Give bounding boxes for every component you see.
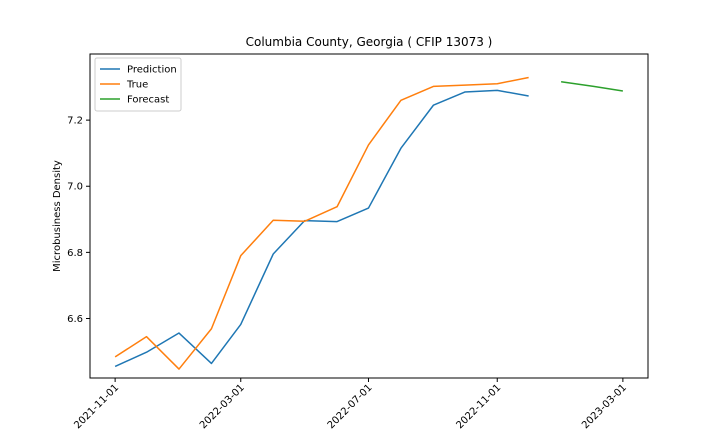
y-tick-label: 7.2 bbox=[67, 116, 83, 127]
legend-label-prediction: Prediction bbox=[127, 65, 177, 76]
y-tick-label: 6.6 bbox=[67, 314, 83, 325]
y-axis-label: Microbusiness Density bbox=[52, 160, 63, 272]
plot-series bbox=[114, 76, 623, 370]
legend-label-true: True bbox=[126, 80, 148, 91]
series-line-forecast bbox=[561, 81, 623, 92]
legend: Prediction True Forecast bbox=[94, 57, 182, 112]
legend-box bbox=[94, 57, 182, 112]
y-tick-label: 7.0 bbox=[67, 182, 83, 193]
y-tick-label: 6.8 bbox=[67, 248, 83, 259]
legend-label-forecast: Forecast bbox=[127, 95, 169, 106]
chart-title: Columbia County, Georgia ( CFIP 13073 ) bbox=[246, 35, 493, 49]
series-line-true bbox=[114, 76, 529, 370]
series-line-prediction bbox=[114, 89, 529, 368]
plot-frame bbox=[89, 53, 649, 379]
